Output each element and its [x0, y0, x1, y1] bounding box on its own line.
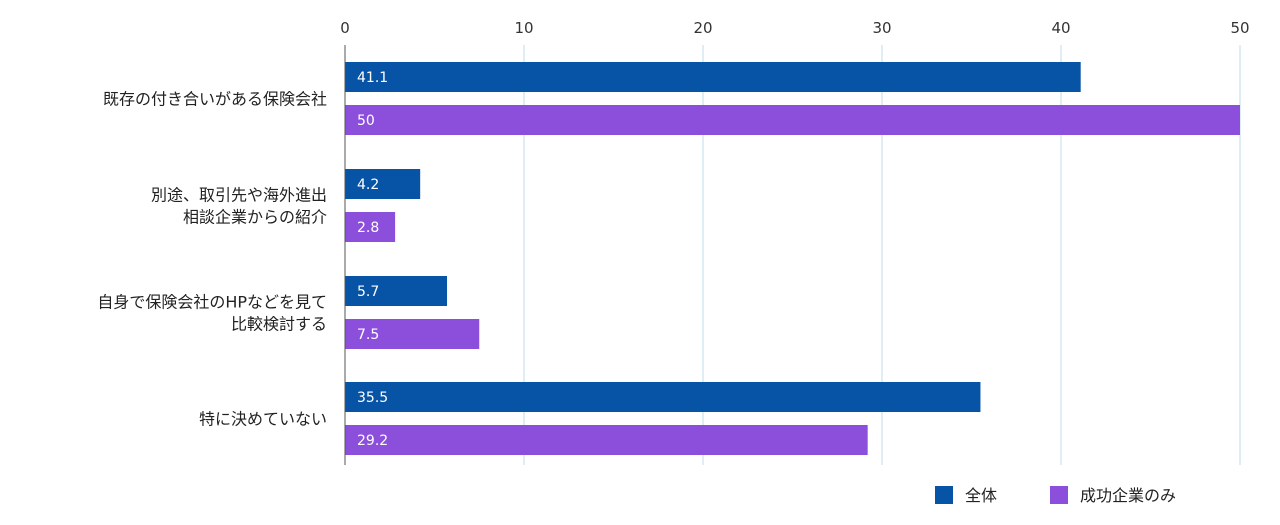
bar-value-label: 7.5	[357, 327, 379, 343]
x-tick-label: 50	[1230, 19, 1249, 37]
x-tick-label: 40	[1051, 19, 1070, 37]
category-label: 相談企業からの紹介	[183, 208, 327, 227]
bar-all-1	[345, 169, 421, 199]
legend-swatch	[935, 486, 953, 504]
bar-success-2	[345, 319, 480, 349]
bar-success-1	[345, 212, 396, 242]
bar-success-0	[345, 105, 1240, 135]
category-label: 特に決めていない	[199, 410, 327, 429]
bar-value-label: 4.2	[357, 177, 379, 193]
bar-all-3	[345, 382, 981, 412]
category-labels: 既存の付き合いがある保険会社別途、取引先や海外進出相談企業からの紹介自身で保険会…	[97, 90, 327, 429]
bar-all-2	[345, 276, 448, 306]
bar-value-label: 35.5	[357, 390, 388, 406]
bar-value-label: 50	[357, 113, 375, 129]
category-label: 自身で保険会社のHPなどを見て	[97, 293, 327, 312]
category-label: 別途、取引先や海外進出	[151, 186, 327, 205]
x-axis-ticks: 0 10 20 30 40 50	[340, 19, 1249, 37]
category-label: 比較検討する	[231, 315, 327, 334]
x-tick-label: 20	[693, 19, 712, 37]
x-tick-label: 30	[872, 19, 891, 37]
bar-value-label: 5.7	[357, 284, 379, 300]
bar-value-label: 29.2	[357, 433, 388, 449]
bar-all-0	[345, 62, 1081, 92]
legend-label: 成功企業のみ	[1080, 486, 1176, 505]
legend-label: 全体	[965, 486, 997, 505]
x-tick-label: 0	[340, 19, 350, 37]
x-tick-label: 10	[514, 19, 533, 37]
bar-value-label: 2.8	[357, 220, 379, 236]
bar-success-3	[345, 425, 868, 455]
category-label: 既存の付き合いがある保険会社	[103, 90, 327, 109]
legend-swatch	[1050, 486, 1068, 504]
legend: 全体 成功企業のみ	[935, 486, 1176, 505]
bars: 41.1 50 4.2 2.8 5.7 7.5 35.5 29.2	[345, 62, 1240, 455]
bar-value-label: 41.1	[357, 70, 388, 86]
